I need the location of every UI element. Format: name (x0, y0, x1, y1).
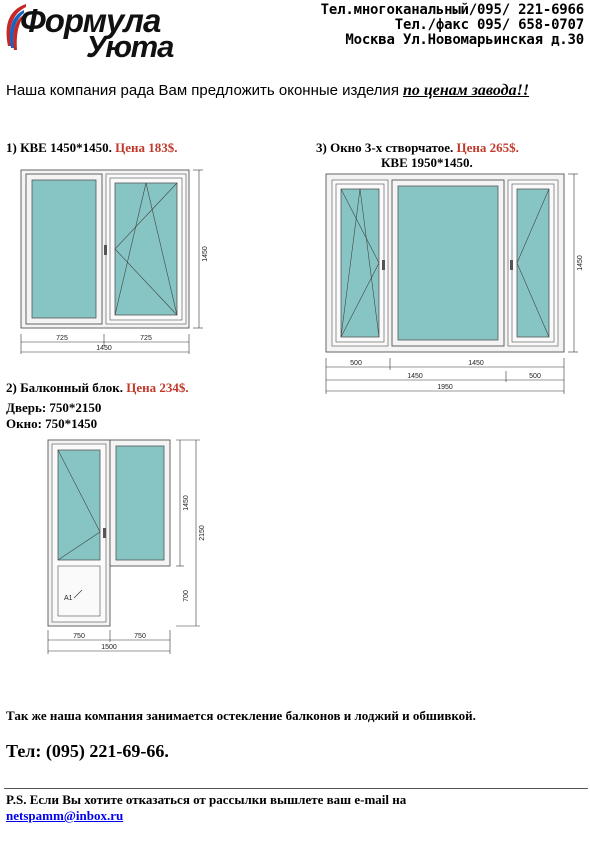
p3-dim-height: 1450 (577, 255, 584, 271)
product1-title: 1) КВЕ 1450*1450. (6, 140, 112, 155)
p2-section-mark: А1 (64, 595, 73, 602)
logo-text-line1: Формула (20, 2, 161, 39)
footer-tel: Тел: (095) 221-69-66. (6, 741, 169, 761)
p3-glass-right (516, 188, 550, 338)
p1-dim-left: 725 (56, 335, 68, 342)
product3-title: 3) Окно 3-х створчатое. (316, 140, 454, 155)
p2-dim-low-height: 700 (183, 590, 190, 602)
product1-price: Цена 183$. (115, 140, 178, 155)
logo-text-line2: Уюта (86, 29, 174, 64)
p1-handle-icon (104, 245, 107, 255)
product2-price: Цена 234$. (126, 380, 189, 395)
product2-balcony-drawing: 1450 2150 700 750 750 1500 А1 (47, 439, 206, 654)
intro-line: Наша компания рада Вам предложить оконны… (6, 82, 529, 100)
p3-dim-mid-left: 1450 (407, 373, 423, 380)
p3-handle-left-icon (382, 260, 385, 270)
product1-heading: 1) КВЕ 1450*1450. Цена 183$. (6, 140, 177, 155)
contact-phone-multichannel: Тел.многоканальный/095/ 221-6966 (320, 2, 585, 18)
product2-heading: 2) Балконный блок. Цена 234$. (6, 380, 189, 395)
logo-swoosh-icon (2, 0, 28, 60)
p2-door-glass (57, 449, 101, 561)
product2-title: 2) Балконный блок. (6, 380, 123, 395)
product2-window-size: Окно: 750*1450 (6, 416, 98, 431)
contact-address: Москва Ул.Новомарьинская д.30 (345, 32, 584, 48)
divider (4, 788, 588, 789)
p3-handle-right-icon (510, 260, 513, 270)
services-text: Так же наша компания занимается остеклен… (6, 708, 476, 723)
intro-text: Наша компания рада Вам предложить оконны… (6, 82, 399, 99)
p2-dim-left: 750 (73, 633, 85, 640)
product1-window-drawing: 1450 725 725 1450 (20, 169, 209, 354)
p2-handle-icon (103, 528, 106, 538)
p1-dim-total: 1450 (96, 345, 112, 352)
p1-dim-height: 1450 (202, 246, 209, 262)
intro-promo: по ценам завода!! (402, 82, 530, 99)
email-link[interactable]: netspamm@inbox.ru (6, 808, 124, 823)
p1-dim-right: 725 (140, 335, 152, 342)
p3-dim-mid-right: 500 (529, 373, 541, 380)
product3-subtitle: КВЕ 1950*1450. (381, 155, 473, 170)
p1-glass-right (114, 182, 178, 316)
ps-text: P.S. Если Вы хотите отказаться от рассыл… (6, 792, 407, 807)
p2-dim-right: 750 (134, 633, 146, 640)
product3-heading: 3) Окно 3-х створчатое. Цена 265$. (316, 140, 519, 155)
p2-dim-total: 1500 (101, 644, 117, 651)
contact-fax: Тел./факс 095/ 658-0707 (394, 17, 584, 33)
p2-window-glass (115, 445, 165, 561)
product3-window-drawing: 1450 500 1450 1450 500 1950 (325, 173, 584, 394)
p2-dim-window-height: 1450 (183, 495, 190, 511)
p3-dim-top-left: 500 (350, 360, 362, 367)
p3-glass-middle (397, 185, 499, 341)
p3-glass-left (340, 188, 380, 338)
p3-dim-top-mid: 1450 (468, 360, 484, 367)
product3-price: Цена 265$. (456, 140, 519, 155)
product2-door-size: Дверь: 750*2150 (6, 400, 102, 415)
p3-dim-total: 1950 (437, 384, 453, 391)
p2-dim-door-height: 2150 (199, 525, 206, 541)
p1-glass-left (31, 179, 97, 319)
